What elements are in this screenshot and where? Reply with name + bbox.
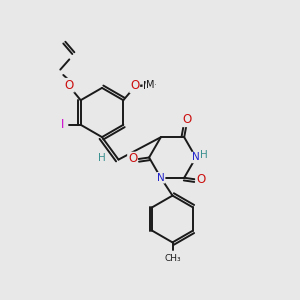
Text: O: O xyxy=(128,152,137,166)
Text: O: O xyxy=(196,173,205,186)
Text: CH₃: CH₃ xyxy=(164,254,181,263)
Text: M: M xyxy=(150,85,151,86)
Text: M: M xyxy=(155,84,156,85)
Text: O: O xyxy=(183,113,192,126)
Text: H: H xyxy=(200,150,208,160)
Text: O: O xyxy=(130,79,139,92)
Text: M: M xyxy=(143,81,152,91)
Text: N: N xyxy=(192,152,200,163)
Text: H: H xyxy=(98,153,106,163)
Text: N: N xyxy=(157,173,165,183)
Text: O: O xyxy=(65,79,74,92)
Text: I: I xyxy=(60,118,64,131)
Text: M: M xyxy=(146,80,154,90)
